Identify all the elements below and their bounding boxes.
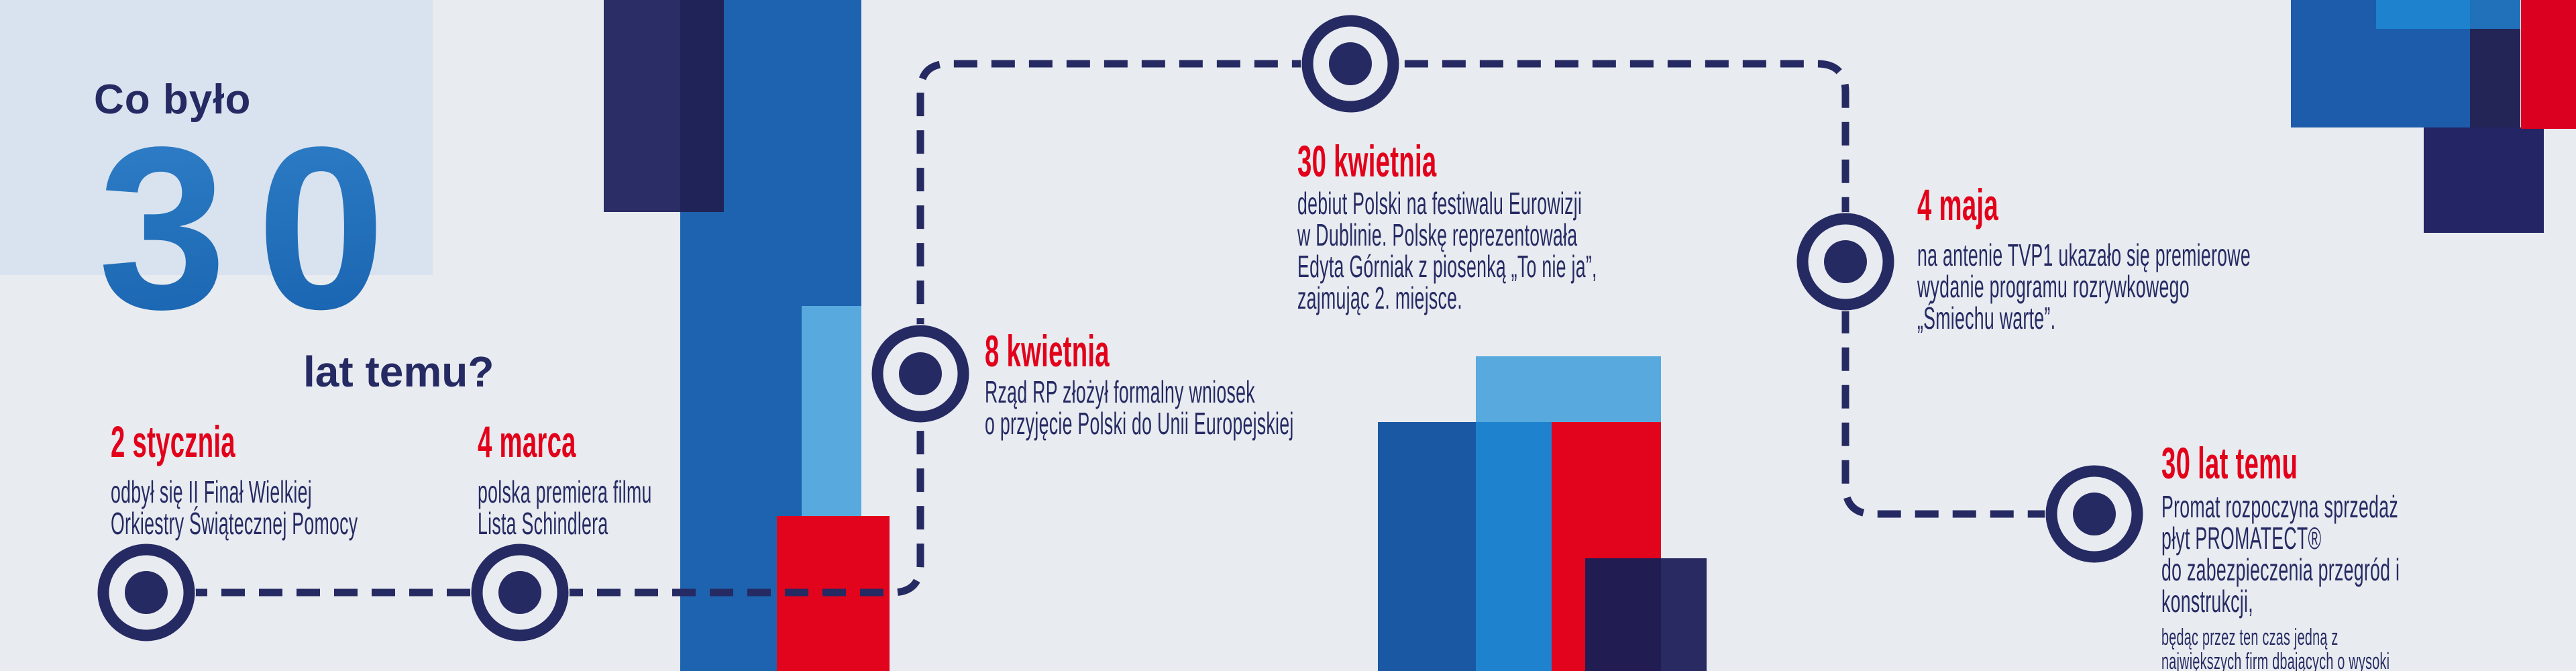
deco-tr-strip-bright <box>2376 0 2470 29</box>
deco-tr-navy-square <box>2424 127 2544 233</box>
event-3-date: 8 kwietnia <box>985 326 1110 376</box>
deco-navy-bar-top-left <box>604 0 680 212</box>
event-4-maja: 4 maja na antenie TVP1 ukazało się premi… <box>1917 180 2251 334</box>
deco-mid-navy-right <box>1661 558 1707 671</box>
event-4-text: debiut Polski na festiwalu Eurowizji w D… <box>1297 185 1597 315</box>
event-6-date: 30 lat temu <box>2161 438 2298 488</box>
deco-red-block <box>777 516 890 671</box>
deco-tr-strip-dark <box>2470 0 2520 29</box>
event-5-date: 4 maja <box>1917 180 1998 229</box>
deco-navy-bar-top-overlap <box>680 0 724 212</box>
event-1-date: 2 stycznia <box>111 417 235 466</box>
event-8-kwietnia: 8 kwietnia Rząd RP złożył formalny wnios… <box>985 326 1294 441</box>
event-6-subtext: będąc przez ten czas jedną z największyc… <box>2161 624 2390 671</box>
event-4-marca: 4 marca polska premiera filmu Lista Schi… <box>478 417 652 539</box>
event-6-text: Promat rozpoczyna sprzedaż płyt PROMATEC… <box>2161 488 2400 619</box>
timeline-node-2 <box>470 543 570 642</box>
event-30-kwietnia: 30 kwietnia debiut Polski na festiwalu E… <box>1297 136 1597 315</box>
event-1-text: odbył się II Finał Wielkiej Orkiestry Św… <box>111 474 358 541</box>
timeline-node-4 <box>1301 14 1400 113</box>
event-2-date: 4 marca <box>478 417 576 466</box>
event-2-text: polska premiera filmu Lista Schindlera <box>478 474 652 541</box>
event-30-lat-temu: 30 lat temu Promat rozpoczyna sprzedaż p… <box>2161 438 2402 671</box>
deco-mid-blue-bar <box>1378 422 1476 671</box>
timeline-node-6 <box>2045 464 2144 564</box>
title-line-2: lat temu? <box>303 348 494 396</box>
deco-mid-navy-overlap <box>1585 558 1661 671</box>
deco-lightblue-bar <box>802 306 861 516</box>
timeline-node-3 <box>871 324 970 423</box>
deco-mid-lightblue-top <box>1476 356 1661 422</box>
timeline-node-1 <box>97 543 196 642</box>
event-3-text: Rząd RP złożył formalny wniosek o przyję… <box>985 374 1294 441</box>
deco-tr-red-bar <box>2521 0 2576 129</box>
deco-mid-brightblue-bar <box>1476 422 1552 671</box>
event-2-stycznia: 2 stycznia odbył się II Finał Wielkiej O… <box>111 417 358 539</box>
title-number: 30 <box>98 99 416 358</box>
timeline-node-5 <box>1796 212 1895 311</box>
event-4-date: 30 kwietnia <box>1297 136 1437 186</box>
title-line-1: Co było <box>94 76 252 123</box>
event-5-text: na antenie TVP1 ukazało się premierowe w… <box>1917 237 2251 336</box>
